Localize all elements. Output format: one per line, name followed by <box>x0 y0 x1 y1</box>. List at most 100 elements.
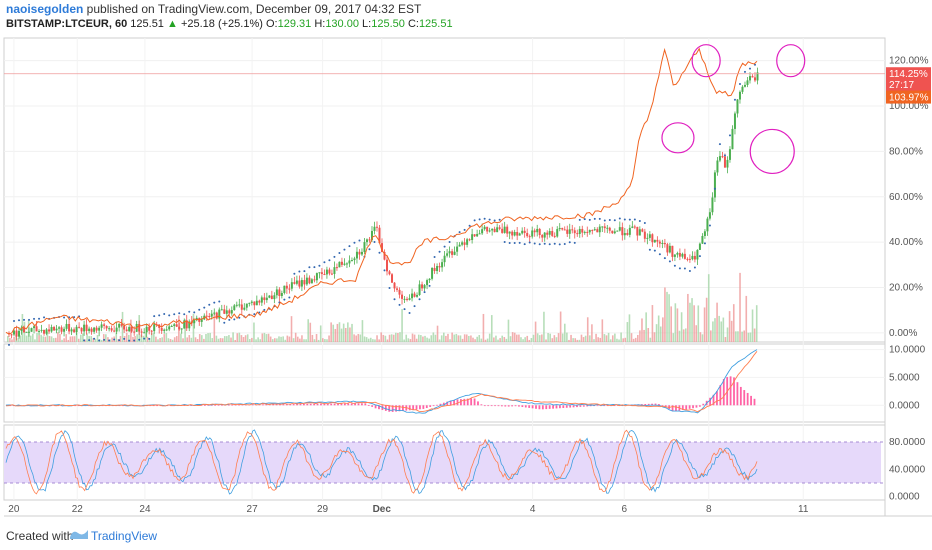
macd-histogram-bar <box>268 404 271 406</box>
candle-body <box>466 239 469 245</box>
volume-bar <box>545 339 547 342</box>
macd-histogram-bar <box>299 403 302 406</box>
tradingview-logo-icon[interactable] <box>69 527 89 541</box>
volume-bar <box>538 335 541 342</box>
volume-bar <box>332 324 335 342</box>
sar-dot <box>373 240 376 243</box>
sar-dot <box>283 298 286 301</box>
sar-dot <box>13 319 16 322</box>
candle-body <box>756 72 759 81</box>
stoch-rsi-tick-label: 0.0000 <box>889 492 920 503</box>
volume-bar <box>317 339 320 342</box>
candle-body <box>583 231 586 233</box>
volume-bar <box>125 332 128 342</box>
candle-body <box>243 307 246 310</box>
candle-body <box>250 301 253 303</box>
tradingview-brand-link[interactable]: TradingView <box>91 529 158 543</box>
candle-body <box>686 258 689 260</box>
volume-bar <box>351 323 353 342</box>
sar-dot <box>508 242 511 245</box>
volume-bar <box>474 339 476 342</box>
macd-histogram-bar <box>514 405 517 407</box>
annotation-circle <box>776 44 806 78</box>
volume-bar <box>290 316 293 342</box>
volume-bar <box>75 332 78 342</box>
sar-dot <box>648 248 651 251</box>
y-tick-label: 100.00% <box>889 101 929 112</box>
macd-histogram-bar <box>750 395 752 406</box>
sar-dot <box>293 272 296 275</box>
macd-signal-line <box>5 351 758 413</box>
candle-body <box>513 231 516 236</box>
volume-bar <box>240 335 243 342</box>
candle-body <box>743 84 746 87</box>
candle-body <box>78 326 81 328</box>
macd-histogram-bar <box>347 403 350 406</box>
sar-dot <box>33 317 36 320</box>
volume-bar <box>180 333 182 342</box>
volume-bar <box>666 291 668 342</box>
macd-histogram-bar <box>337 403 339 406</box>
candle-body <box>228 310 231 314</box>
symbol-name[interactable]: BITSTAMP:LTCEUR, 60 <box>6 18 128 30</box>
candle-body <box>173 324 176 326</box>
candle-body <box>516 231 519 236</box>
volume-bar <box>11 339 13 342</box>
macd-histogram-bar <box>456 399 459 406</box>
volume-bar <box>284 339 287 342</box>
candle-body <box>478 233 481 235</box>
candle-body <box>195 317 198 321</box>
sar-dot <box>533 242 536 245</box>
macd-histogram-bar <box>122 405 124 407</box>
macd-histogram-bar <box>729 376 732 406</box>
macd-histogram-bar <box>552 405 554 409</box>
candle-body <box>383 252 386 260</box>
volume-bar <box>226 336 228 342</box>
volume-bar <box>71 336 74 342</box>
macd-histogram-bar <box>265 404 268 406</box>
macd-tick-label: 5.0000 <box>889 372 920 383</box>
candle-body <box>698 243 701 250</box>
volume-bar <box>36 332 38 342</box>
volume-bar <box>17 338 20 342</box>
volume-bar <box>7 336 9 342</box>
candle-body <box>523 230 526 233</box>
macd-histogram-bar <box>398 405 401 412</box>
candle-body <box>581 228 584 233</box>
volume-bar <box>509 336 512 342</box>
volume-bar <box>478 335 481 342</box>
volume-bar <box>609 339 612 342</box>
sar-dot <box>568 241 571 244</box>
volume-bar <box>188 335 191 342</box>
sar-dot <box>558 243 561 246</box>
volume-bar <box>570 334 572 342</box>
candle-body <box>721 156 724 158</box>
sar-dot <box>383 269 386 272</box>
volume-bar <box>440 335 443 342</box>
sar-dot <box>743 70 746 73</box>
volume-bar <box>530 338 533 342</box>
sar-dot <box>423 291 426 294</box>
macd-histogram-bar <box>350 403 353 406</box>
macd-histogram-bar <box>555 405 558 409</box>
candle-body <box>290 282 293 289</box>
macd-histogram-bar <box>753 398 756 406</box>
macd-histogram-bar <box>214 404 217 406</box>
macd-histogram-bar <box>507 405 510 407</box>
candle-body <box>235 304 238 306</box>
sar-dot <box>623 218 626 221</box>
volume-bar <box>159 337 161 342</box>
volume-bar <box>737 331 739 342</box>
candle-body <box>165 329 168 331</box>
author-link[interactable]: naoisegolden <box>6 2 84 16</box>
candle-body <box>178 326 181 330</box>
candle-body <box>60 327 63 332</box>
candle-body <box>593 229 596 231</box>
candle-body <box>343 263 346 265</box>
volume-bar <box>449 339 451 342</box>
macd-histogram-bar <box>664 405 667 408</box>
candle-body <box>591 229 594 231</box>
volume-bar <box>614 333 616 342</box>
volume-bar <box>127 334 130 342</box>
price-chart[interactable]: 120.00%100.00%80.00%60.00%40.00%20.00%0.… <box>0 34 932 520</box>
